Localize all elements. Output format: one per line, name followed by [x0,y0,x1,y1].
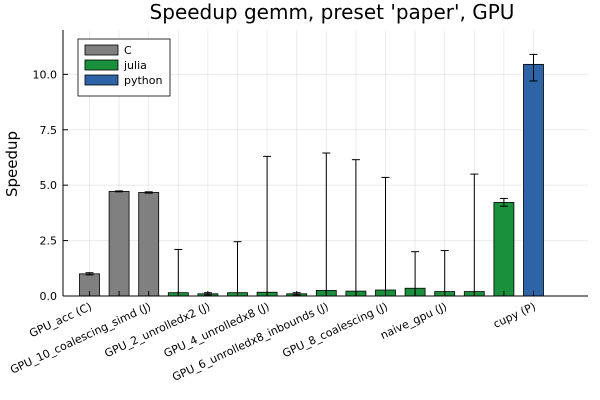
bar [108,190,130,297]
y-tick-label: 10.0 [33,68,58,81]
bar [493,202,515,297]
y-tick-label: 0.0 [40,290,58,303]
legend-label: julia [123,59,147,72]
y-tick-label: 5.0 [40,179,58,192]
x-axis-ticks: GPU_acc (C)GPU_10_coalescing_simd (J)GPU… [8,291,538,384]
legend-swatch [84,44,119,56]
y-tick-label: 7.5 [40,124,58,137]
x-tick-label: cupy (P) [491,300,537,331]
legend-label: python [124,74,163,87]
y-axis-ticks: 0.0 2.5 5.0 7.5 10.0 [33,68,68,303]
x-tick-label: GPU_2_unrolledx2 (J) [103,300,213,360]
y-tick-label: 2.5 [40,235,58,248]
legend-swatch [84,59,119,71]
chart-title: Speedup gemm, preset 'paper', GPU [150,0,515,24]
legend-label: C [124,44,132,57]
bar [523,63,544,297]
y-axis-label: Speedup [3,131,21,197]
bar [138,192,160,297]
legend-swatch [84,74,119,86]
x-tick-label: GPU_8_coalescing (J) [280,300,389,360]
x-tick-label: naive_gpu (J) [378,300,449,342]
